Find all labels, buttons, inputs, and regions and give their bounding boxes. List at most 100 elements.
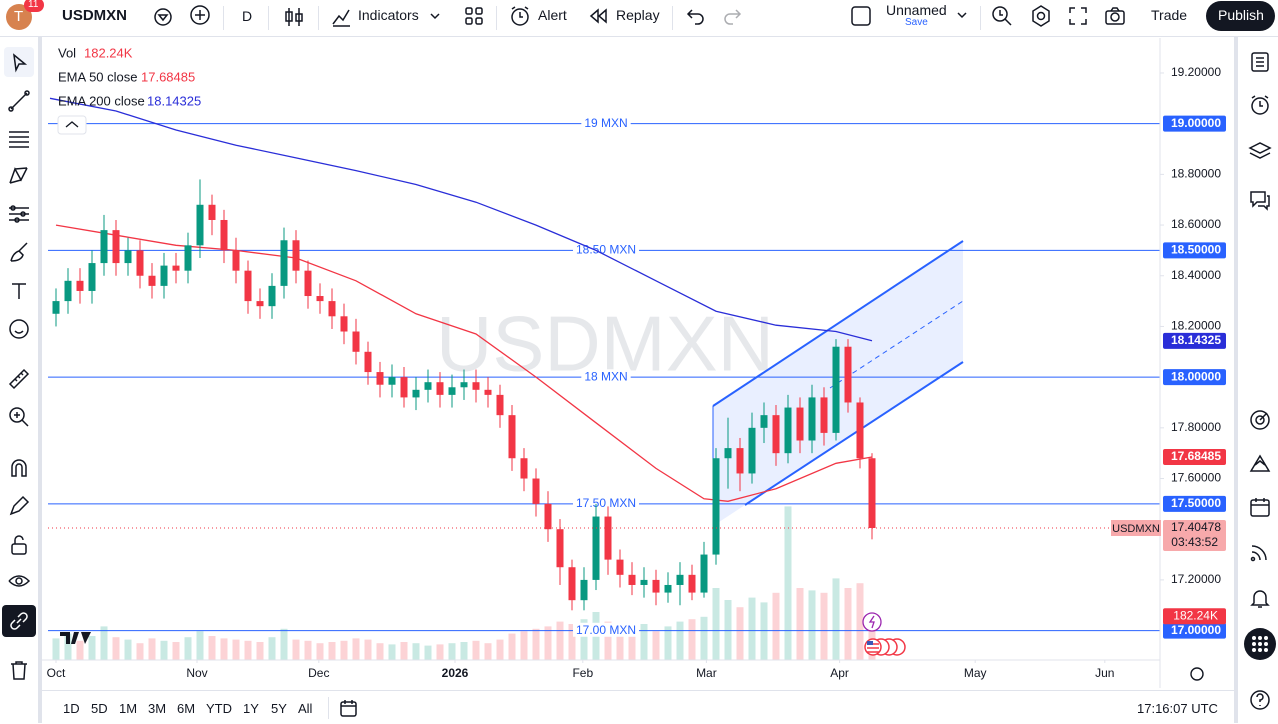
candle-body bbox=[652, 579, 660, 593]
volume-bar bbox=[460, 642, 468, 660]
candle-body bbox=[256, 301, 264, 307]
volume-bar bbox=[784, 506, 792, 660]
volume-bar bbox=[544, 626, 552, 660]
volume-bar bbox=[568, 624, 576, 660]
cursor-tool[interactable] bbox=[8, 52, 30, 74]
candle-body bbox=[232, 250, 240, 271]
hide-tool[interactable] bbox=[7, 569, 31, 593]
volume-bar bbox=[220, 638, 228, 660]
lock-tool[interactable] bbox=[7, 533, 31, 557]
x-tick-label: Apr bbox=[830, 666, 849, 680]
plot-area: USDMXN 19 MXN 18.50 MXN 18 MXN 17.50 MXN 17.… bbox=[48, 97, 1160, 660]
fullscreen[interactable] bbox=[1066, 4, 1090, 28]
range-button[interactable]: All bbox=[298, 701, 313, 716]
candle-body bbox=[52, 301, 60, 314]
range-button[interactable]: 6M bbox=[177, 701, 196, 716]
delete-tool[interactable] bbox=[7, 658, 31, 682]
candle-body bbox=[208, 204, 216, 220]
settings[interactable] bbox=[1029, 4, 1053, 28]
dropdown[interactable] bbox=[428, 9, 442, 23]
layout-dropdown[interactable] bbox=[955, 8, 969, 22]
quick-search[interactable] bbox=[990, 4, 1014, 28]
alerts-panel[interactable] bbox=[1248, 93, 1272, 117]
range-button[interactable]: 5Y bbox=[271, 701, 287, 716]
layout-name[interactable]: Unnamed bbox=[886, 2, 947, 18]
magnet-tool[interactable] bbox=[7, 456, 31, 480]
text-tool[interactable] bbox=[7, 279, 31, 303]
candle-body bbox=[220, 219, 228, 251]
alert[interactable]: Alert bbox=[538, 7, 567, 23]
help[interactable] bbox=[1248, 688, 1272, 712]
volume-bar bbox=[748, 597, 756, 660]
volume-bar bbox=[688, 619, 696, 660]
compare[interactable] bbox=[189, 4, 211, 26]
streams[interactable] bbox=[1248, 540, 1272, 564]
layouts[interactable] bbox=[463, 5, 485, 27]
symbol-tag bbox=[1111, 520, 1161, 537]
event-bolt bbox=[868, 615, 875, 629]
range-button[interactable]: 5D bbox=[91, 701, 108, 716]
range-button[interactable]: 3M bbox=[148, 701, 167, 716]
indicators[interactable]: Indicators bbox=[358, 7, 419, 23]
level-label-bg bbox=[572, 496, 640, 511]
publish-button[interactable] bbox=[1206, 1, 1275, 31]
level-label: 19 MXN bbox=[584, 116, 627, 130]
volume-bar bbox=[112, 637, 120, 660]
separator bbox=[496, 6, 497, 30]
object-tree[interactable] bbox=[1248, 140, 1272, 164]
undo[interactable] bbox=[684, 5, 706, 27]
trendline-tool[interactable] bbox=[7, 89, 31, 113]
range-button[interactable]: 1M bbox=[119, 701, 138, 716]
candle-body bbox=[424, 382, 432, 390]
volume-bar bbox=[232, 639, 240, 660]
chats[interactable] bbox=[1248, 188, 1272, 212]
goto-date[interactable] bbox=[337, 697, 359, 719]
volume-bar bbox=[88, 636, 96, 660]
interval[interactable]: D bbox=[242, 8, 253, 24]
trade[interactable]: Trade bbox=[1151, 7, 1188, 23]
snapshot[interactable] bbox=[1103, 4, 1127, 28]
symbol-search[interactable] bbox=[152, 6, 174, 28]
emoji-tool[interactable] bbox=[7, 317, 31, 341]
volume-bar bbox=[184, 637, 192, 660]
bottom-toolbar: 1D 5D 1M 3M 6M YTD 1Y 5Y All 17:16:07 UTC bbox=[42, 690, 1234, 724]
x-tick-label: Jun bbox=[1095, 666, 1114, 680]
level-price-label: 18.00000 bbox=[1171, 369, 1221, 383]
chart-type[interactable] bbox=[283, 5, 305, 29]
watchlist[interactable] bbox=[1248, 50, 1272, 74]
pattern-tool[interactable] bbox=[7, 164, 31, 188]
range-button[interactable]: YTD bbox=[206, 701, 232, 716]
volume-bar bbox=[868, 616, 876, 660]
signals[interactable] bbox=[1248, 408, 1272, 432]
x-tick-label: 2026 bbox=[442, 666, 469, 680]
fib-tool[interactable] bbox=[7, 126, 31, 150]
measure-tool[interactable] bbox=[7, 367, 31, 391]
collapse-legend[interactable] bbox=[57, 115, 87, 135]
candle-body bbox=[148, 275, 156, 286]
brush-tool[interactable] bbox=[7, 241, 31, 265]
notifications[interactable] bbox=[1248, 586, 1272, 610]
publish[interactable]: Publish bbox=[1218, 7, 1264, 23]
range-button[interactable]: 1Y bbox=[243, 701, 259, 716]
replay-icon[interactable] bbox=[588, 6, 610, 26]
settings-icon[interactable] bbox=[1190, 667, 1204, 681]
projection-tool[interactable] bbox=[7, 202, 31, 226]
symbol[interactable]: USDMXN bbox=[62, 7, 128, 24]
zoom-tool[interactable] bbox=[7, 405, 31, 429]
candle-body bbox=[664, 584, 672, 593]
save[interactable]: Save bbox=[905, 17, 928, 28]
link-tool[interactable] bbox=[7, 609, 31, 633]
flag-icons[interactable] bbox=[864, 638, 906, 656]
candle-body bbox=[808, 397, 816, 441]
x-tick-label: May bbox=[964, 666, 987, 680]
calendar[interactable] bbox=[1248, 495, 1272, 519]
redo[interactable] bbox=[722, 5, 744, 27]
indicators-icon[interactable] bbox=[330, 5, 352, 27]
layout-checkbox[interactable] bbox=[850, 5, 872, 27]
range-button[interactable]: 1D bbox=[63, 701, 80, 716]
stay-drawing[interactable] bbox=[7, 494, 31, 518]
candle-body bbox=[748, 427, 756, 474]
replay[interactable]: Replay bbox=[616, 7, 660, 23]
alert-icon[interactable] bbox=[508, 4, 532, 28]
ideas[interactable] bbox=[1248, 451, 1272, 475]
